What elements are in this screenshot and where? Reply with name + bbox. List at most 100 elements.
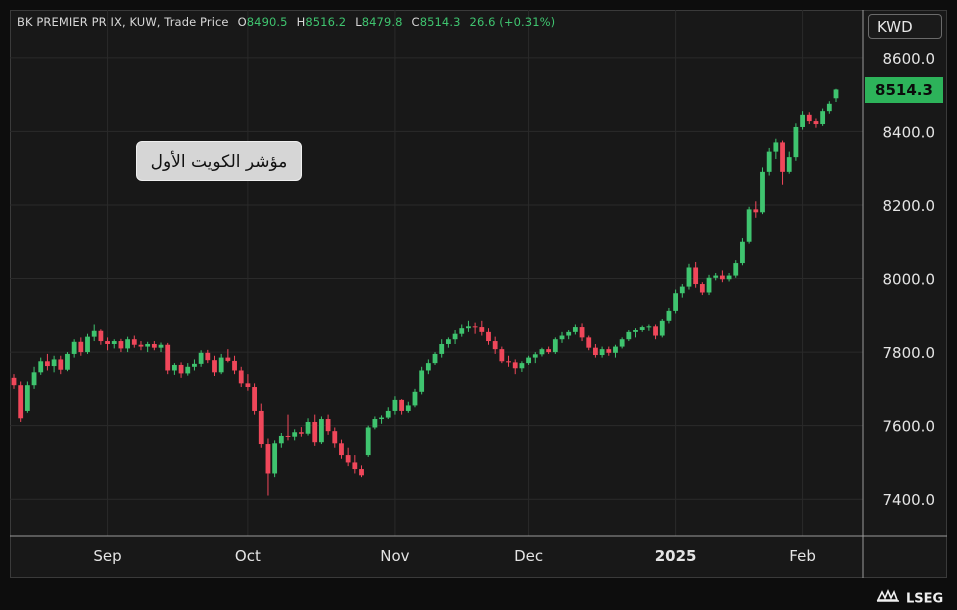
candle-body-down [345, 455, 351, 463]
candle [238, 366, 244, 388]
candle [359, 465, 364, 478]
candle-body-up [85, 336, 90, 353]
candle-body-down [205, 352, 211, 361]
candle [673, 289, 679, 314]
currency-selector[interactable]: KWD [868, 14, 942, 39]
candle [499, 346, 505, 364]
candle-body-up [713, 275, 719, 278]
candle-body-up [833, 89, 839, 99]
candle [232, 355, 237, 375]
candle-body-down [178, 364, 184, 374]
candle [566, 330, 572, 340]
candle [813, 118, 819, 128]
candle [766, 147, 772, 176]
candle [820, 108, 826, 126]
candle [171, 363, 177, 375]
candle-body-down [359, 469, 364, 476]
logo-text: LSEG [906, 591, 944, 607]
candle [45, 353, 50, 371]
candle-body-down [352, 462, 358, 470]
candle [399, 399, 405, 415]
candle-body-down [325, 419, 331, 432]
candle-body-up [425, 363, 431, 371]
candle-body-up [800, 114, 805, 127]
candle [679, 284, 685, 298]
candle-body-down [245, 383, 251, 388]
candle [205, 349, 211, 364]
candle-body-down [98, 330, 104, 342]
last-price-tag: 8514.3 [865, 77, 943, 103]
index-annotation: مؤشر الكويت الأول [136, 141, 302, 181]
candle-body-up [526, 357, 531, 364]
candle [479, 320, 485, 336]
candle-body-down [579, 327, 585, 338]
candle-body-up [65, 353, 70, 370]
candle-body-up [679, 286, 685, 294]
candle-body-up [185, 366, 191, 374]
candle-body-up [706, 277, 712, 293]
candle-body-down [339, 443, 344, 456]
candle [719, 270, 725, 283]
time-tick-label: Oct [235, 547, 261, 565]
candle [111, 339, 117, 349]
candle-body-down [312, 421, 318, 443]
candle [659, 318, 665, 338]
candle [118, 338, 124, 353]
candle-body-down [606, 349, 612, 353]
candle [372, 416, 378, 430]
candle-body-up [559, 335, 565, 340]
candle [345, 447, 351, 467]
candle [539, 347, 545, 357]
candle [265, 438, 271, 496]
candle [526, 355, 531, 365]
candle [245, 374, 251, 391]
candle-body-down [212, 360, 217, 373]
candle [432, 352, 438, 365]
candle-body-down [232, 360, 237, 371]
candle [492, 336, 498, 354]
candle [459, 324, 465, 337]
candle-body-up [319, 419, 324, 443]
candle-body-up [31, 372, 37, 386]
candle [65, 352, 70, 372]
low-label: L [355, 15, 362, 29]
candle [312, 414, 318, 446]
candle-body-up [666, 310, 672, 321]
candle-body-up [51, 359, 57, 367]
candle-body-up [38, 361, 44, 373]
candle-body-down [653, 326, 658, 336]
candle [151, 341, 157, 351]
candle [252, 383, 257, 415]
candle-body-down [806, 114, 812, 122]
candle-body-up [272, 443, 278, 474]
candle-body-up [552, 339, 558, 353]
candle-body-up [793, 126, 799, 158]
candle-body-up [566, 331, 572, 336]
candle [439, 339, 445, 358]
candle [332, 427, 338, 448]
candle-body-up [432, 353, 438, 364]
grid-lines [10, 10, 863, 536]
candle-body-up [365, 427, 371, 456]
candle-body-down [719, 275, 725, 280]
candle-body-up [646, 326, 652, 328]
open-label: O [237, 15, 247, 29]
time-tick-label: 2025 [655, 547, 697, 565]
candle [38, 357, 44, 375]
high-value: 8516.2 [305, 15, 347, 29]
time-axis[interactable]: Sep Oct Nov Dec 2025 Feb [93, 547, 815, 565]
time-tick-label: Nov [380, 547, 409, 565]
candle-body-up [599, 349, 605, 356]
candle [746, 206, 752, 244]
candle-body-down [265, 444, 271, 474]
candle-body-up [733, 263, 739, 276]
candle-body-up [746, 209, 752, 242]
price-axis[interactable]: 7400.0 7600.0 7800.0 8000.0 8200.0 8400.0 8600… [883, 50, 936, 509]
candle-body-up [459, 328, 465, 334]
candle-body-down [693, 267, 699, 285]
candle [699, 282, 705, 296]
candle-body-up [292, 432, 298, 437]
candle-body-down [506, 361, 511, 363]
candle-body-up [740, 241, 745, 264]
